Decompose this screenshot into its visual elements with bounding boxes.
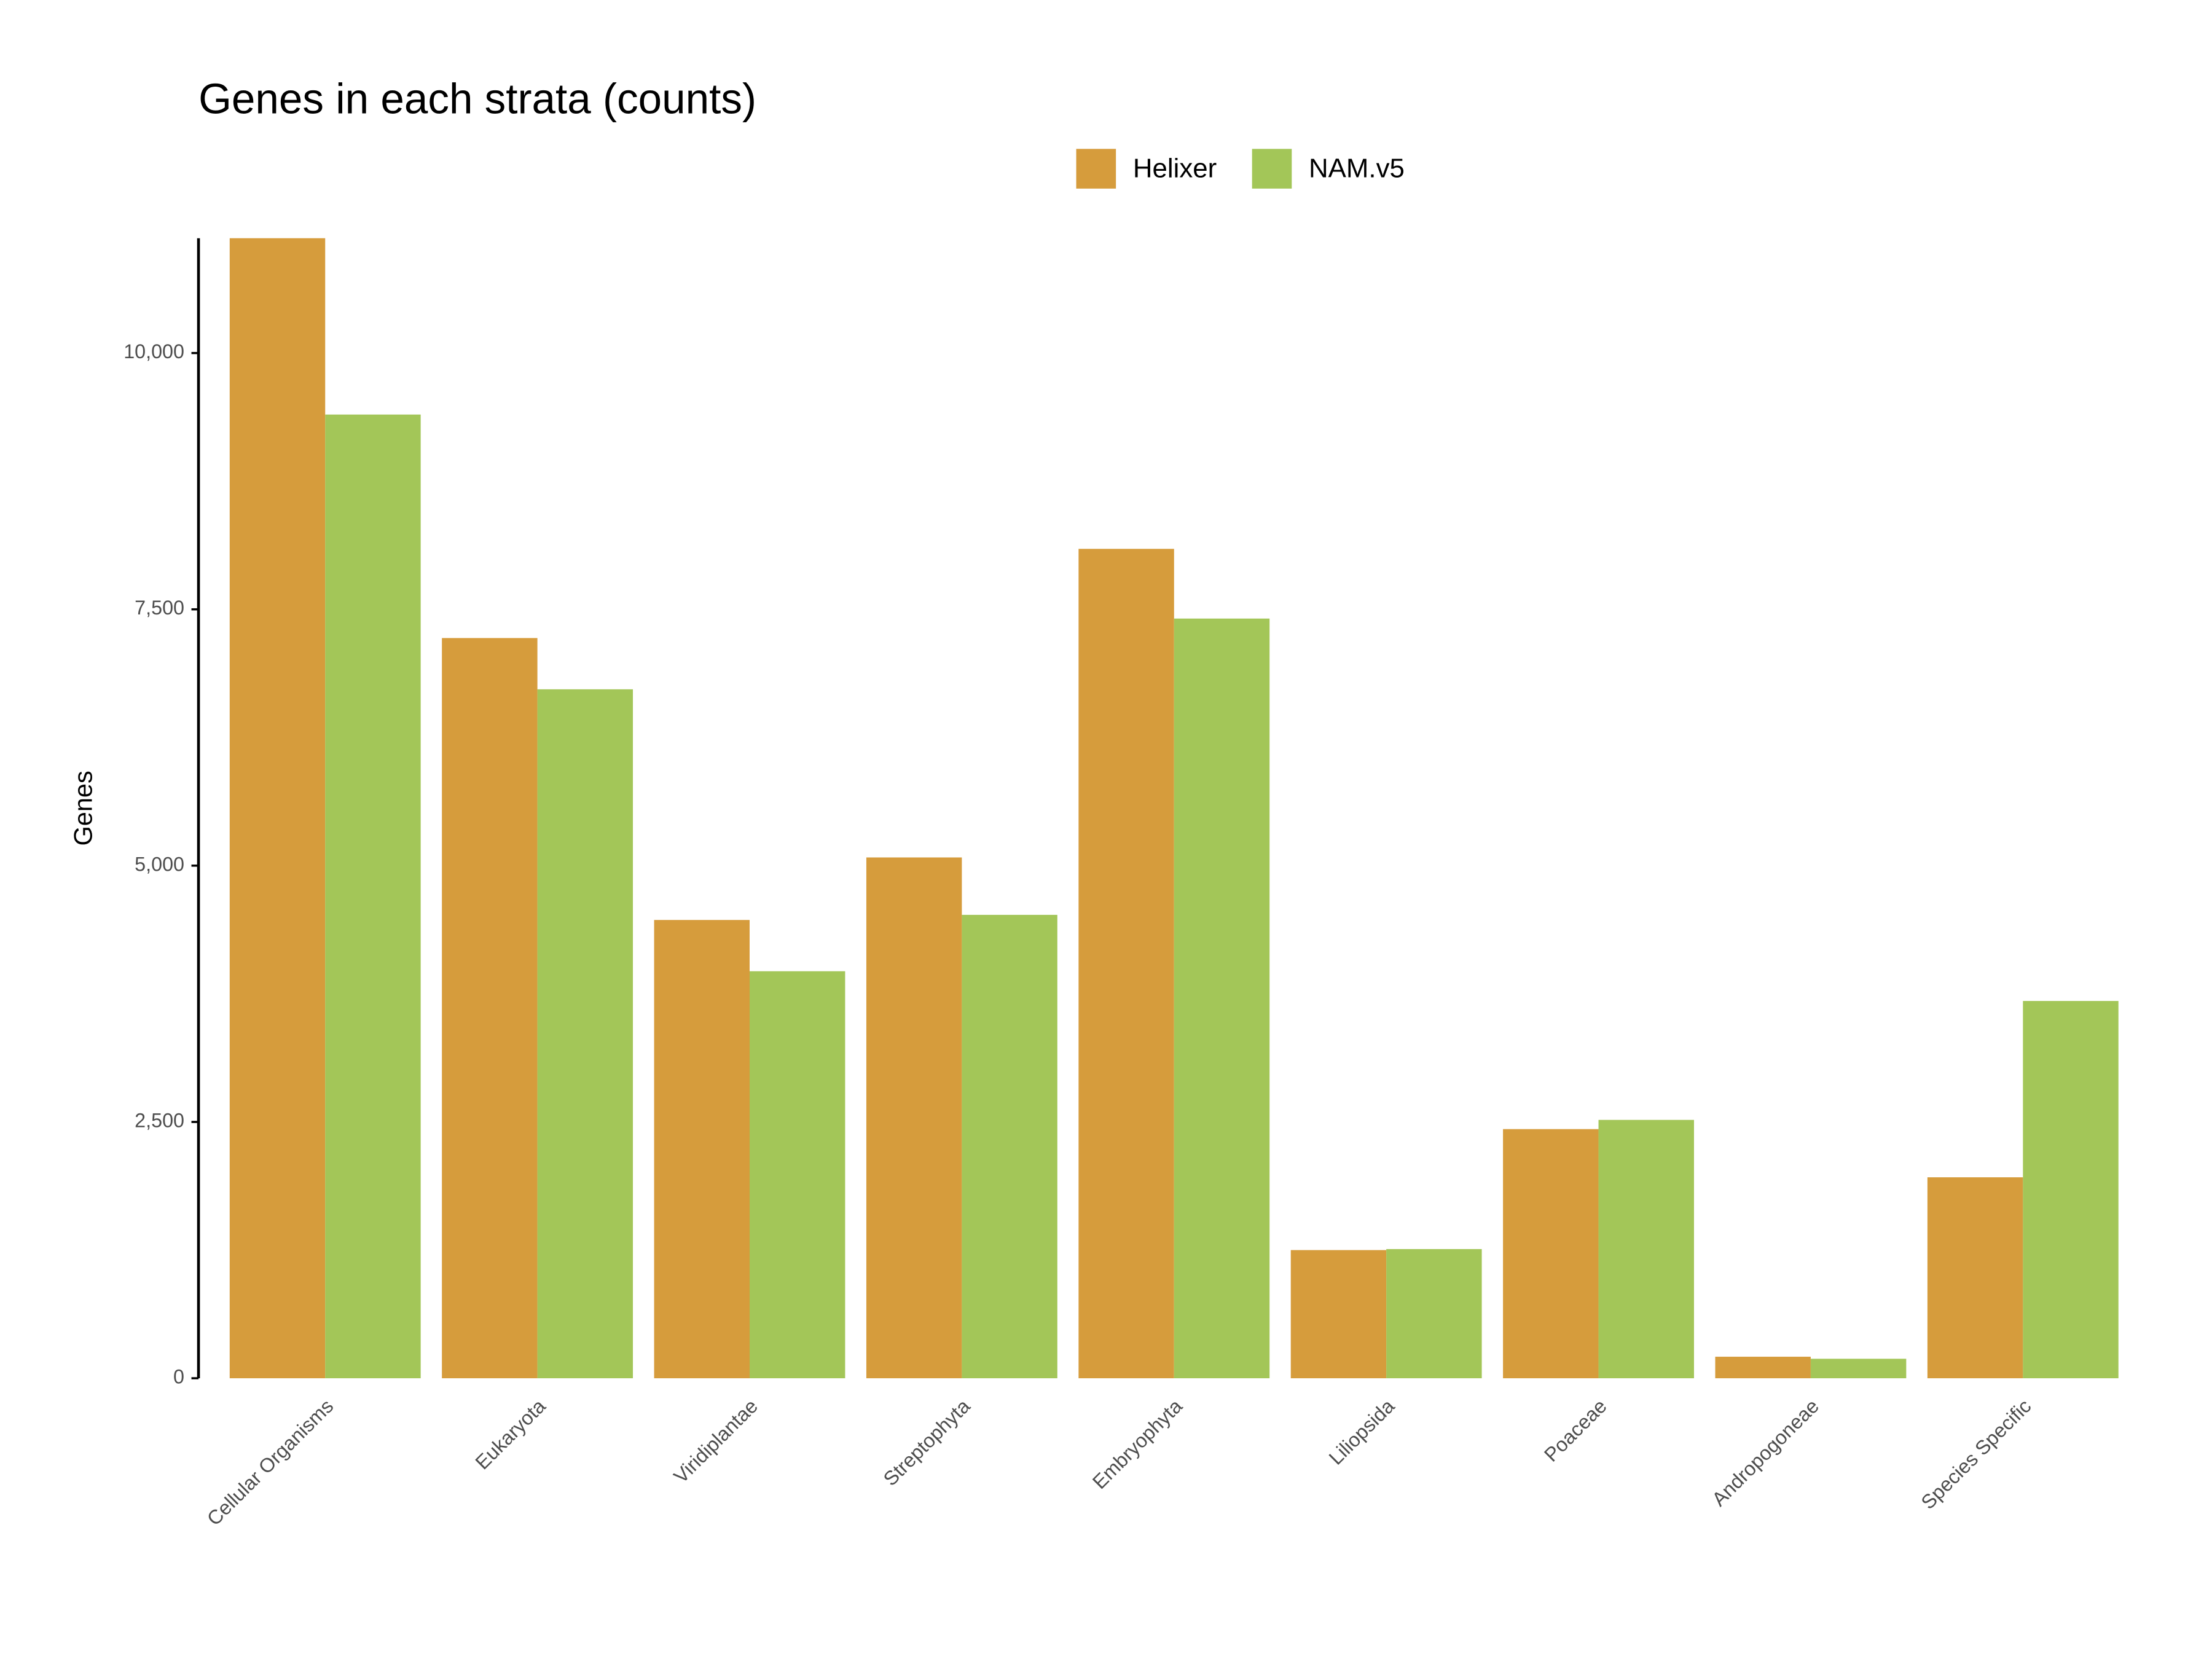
chart-title: Genes in each strata (counts) <box>198 74 756 122</box>
bar <box>750 971 845 1379</box>
x-tick-label: Eukaryota <box>471 1395 550 1473</box>
x-tick-label: Viridiplantae <box>669 1395 762 1488</box>
bar <box>654 920 750 1379</box>
x-tick-label: Liliopsida <box>1325 1395 1399 1469</box>
bar <box>2023 1001 2119 1379</box>
legend-swatch <box>1252 149 1292 189</box>
legend-label: NAM.v5 <box>1309 154 1405 184</box>
bar <box>229 238 326 1379</box>
bar <box>962 914 1057 1379</box>
bar <box>866 857 962 1379</box>
y-axis-label: Genes <box>68 771 97 845</box>
x-tick-label: Poaceae <box>1540 1395 1611 1466</box>
bar <box>1927 1177 2023 1379</box>
legend-swatch <box>1076 149 1116 189</box>
bar <box>1810 1359 1907 1379</box>
x-tick-label: Cellular Organisms <box>203 1395 338 1530</box>
y-tick-label: 7,500 <box>135 597 184 619</box>
bar <box>325 414 421 1379</box>
bar <box>1715 1357 1811 1379</box>
y-tick-label: 2,500 <box>135 1109 184 1131</box>
bar <box>1598 1120 1694 1379</box>
x-tick-label: Andropogoneae <box>1708 1395 1823 1510</box>
bar <box>1078 549 1174 1379</box>
x-tick-label: Species Specific <box>1917 1395 2036 1513</box>
x-tick-label: Embryophyta <box>1088 1395 1186 1493</box>
bar <box>1290 1250 1387 1379</box>
bar <box>442 638 538 1379</box>
bar <box>1386 1249 1482 1379</box>
x-tick-label: Streptophyta <box>879 1395 975 1490</box>
y-tick-label: 5,000 <box>135 853 184 875</box>
legend-label: Helixer <box>1133 154 1217 184</box>
bar <box>1174 618 1270 1379</box>
y-tick-label: 10,000 <box>124 340 184 363</box>
y-tick-label: 0 <box>173 1366 184 1388</box>
bar <box>537 689 633 1379</box>
bar <box>1503 1129 1599 1379</box>
